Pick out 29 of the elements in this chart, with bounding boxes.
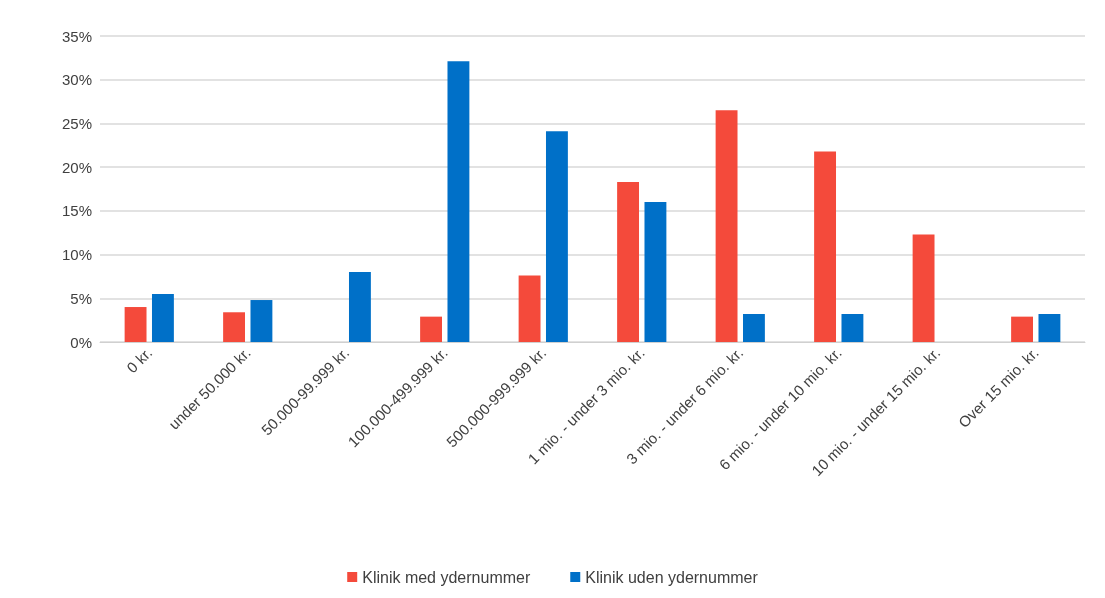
bar (348, 272, 371, 342)
bar (151, 293, 174, 342)
bar (814, 151, 837, 342)
y-tick-label: 15% (61, 202, 92, 220)
bar (841, 314, 864, 342)
bar (518, 275, 541, 342)
y-tick-label: 20% (61, 158, 92, 176)
bar (912, 234, 935, 342)
bar (124, 307, 147, 342)
bar (223, 312, 246, 342)
y-tick-label: 10% (61, 246, 92, 264)
y-tick-label: 5% (70, 289, 92, 307)
legend-label: Klinik med ydernummer (362, 568, 531, 586)
bar (742, 314, 765, 342)
bar (1038, 314, 1061, 342)
bar (617, 182, 640, 342)
legend-label: Klinik uden ydernummer (585, 568, 759, 586)
y-tick-label: 35% (61, 27, 92, 45)
bar (644, 202, 667, 342)
bar (447, 61, 470, 342)
bar (715, 110, 738, 342)
y-tick-label: 0% (70, 333, 92, 351)
bar (1011, 316, 1034, 342)
y-tick-label: 25% (61, 114, 92, 132)
bar (250, 300, 273, 342)
bar (420, 316, 443, 342)
bar (545, 131, 568, 342)
x-tick-label: 0 kr. (123, 343, 156, 377)
y-tick-label: 30% (61, 71, 92, 89)
